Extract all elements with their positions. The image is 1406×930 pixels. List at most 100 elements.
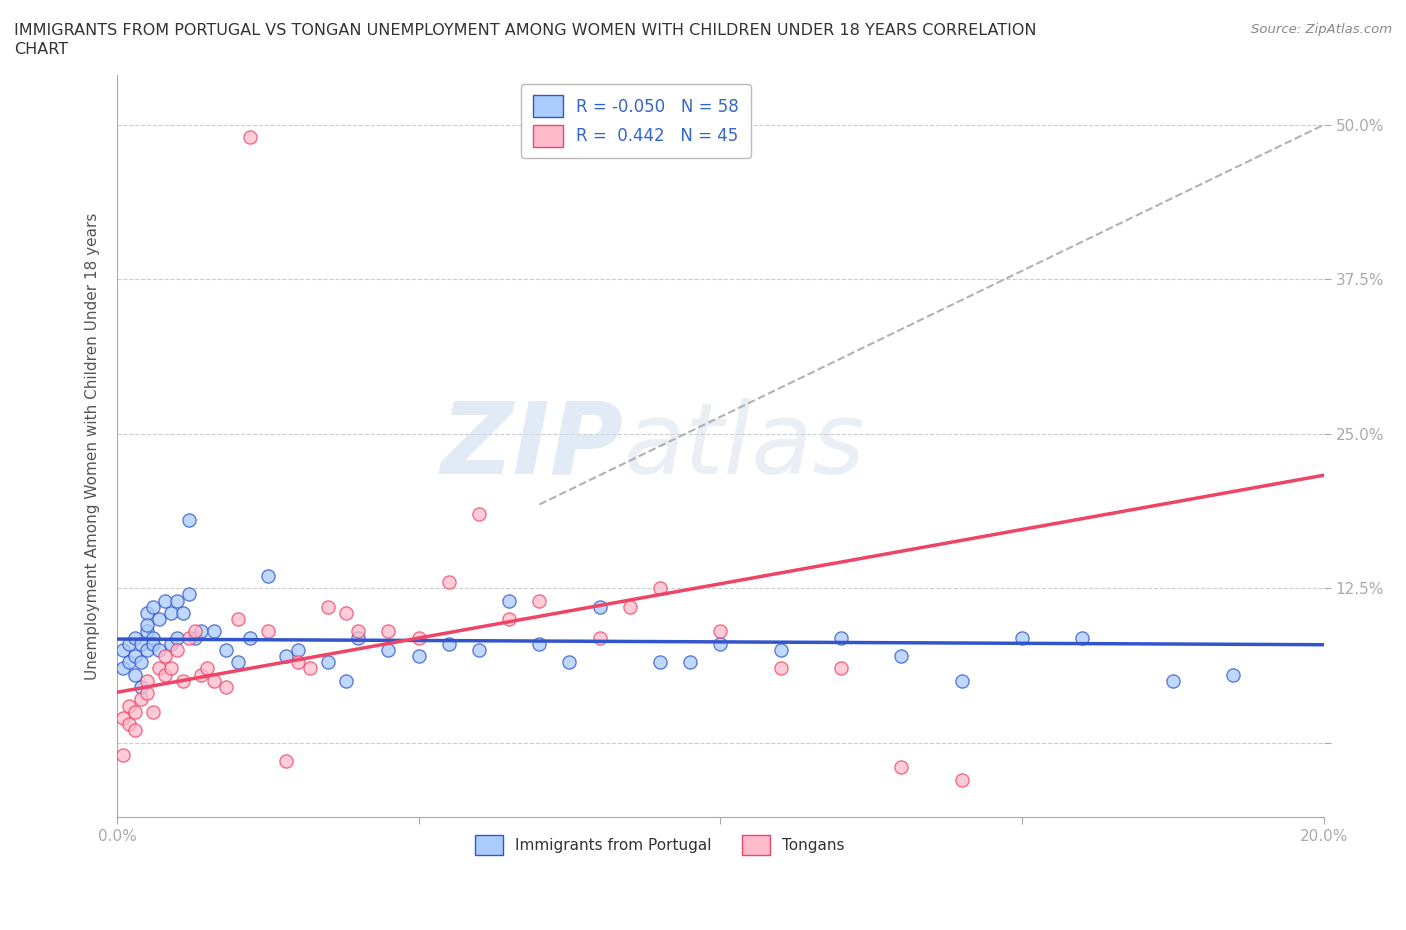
- Point: [1222, 667, 1244, 682]
- Point: [299, 661, 322, 676]
- Point: [148, 661, 170, 676]
- Point: [347, 624, 370, 639]
- Point: [529, 593, 551, 608]
- Point: [408, 648, 430, 663]
- Point: [129, 680, 152, 695]
- Point: [166, 631, 188, 645]
- Point: [287, 655, 309, 670]
- Point: [148, 612, 170, 627]
- Point: [179, 631, 201, 645]
- Point: [166, 643, 188, 658]
- Point: [437, 636, 460, 651]
- Point: [172, 673, 194, 688]
- Point: [136, 685, 159, 700]
- Point: [190, 624, 212, 639]
- Point: [111, 748, 134, 763]
- Point: [890, 648, 912, 663]
- Text: IMMIGRANTS FROM PORTUGAL VS TONGAN UNEMPLOYMENT AMONG WOMEN WITH CHILDREN UNDER : IMMIGRANTS FROM PORTUGAL VS TONGAN UNEMP…: [14, 23, 1036, 38]
- Point: [377, 624, 399, 639]
- Point: [118, 636, 141, 651]
- Point: [155, 593, 177, 608]
- Point: [111, 661, 134, 676]
- Point: [347, 631, 370, 645]
- Point: [950, 772, 973, 787]
- Point: [160, 636, 183, 651]
- Point: [709, 636, 731, 651]
- Point: [226, 655, 249, 670]
- Point: [256, 624, 278, 639]
- Point: [890, 760, 912, 775]
- Point: [274, 648, 297, 663]
- Point: [1161, 673, 1184, 688]
- Point: [136, 624, 159, 639]
- Point: [142, 631, 165, 645]
- Text: CHART: CHART: [14, 42, 67, 57]
- Point: [830, 631, 852, 645]
- Y-axis label: Unemployment Among Women with Children Under 18 years: Unemployment Among Women with Children U…: [86, 212, 100, 680]
- Point: [190, 667, 212, 682]
- Point: [124, 704, 146, 719]
- Point: [588, 631, 610, 645]
- Point: [648, 655, 671, 670]
- Point: [172, 605, 194, 620]
- Point: [239, 130, 262, 145]
- Point: [287, 643, 309, 658]
- Point: [142, 704, 165, 719]
- Point: [184, 624, 207, 639]
- Point: [160, 605, 183, 620]
- Point: [184, 631, 207, 645]
- Point: [769, 661, 792, 676]
- Point: [679, 655, 702, 670]
- Point: [155, 648, 177, 663]
- Point: [214, 643, 236, 658]
- Point: [335, 673, 357, 688]
- Point: [124, 631, 146, 645]
- Point: [111, 643, 134, 658]
- Point: [316, 599, 339, 614]
- Point: [124, 667, 146, 682]
- Point: [648, 580, 671, 595]
- Point: [1011, 631, 1033, 645]
- Point: [950, 673, 973, 688]
- Point: [136, 673, 159, 688]
- Point: [558, 655, 581, 670]
- Point: [166, 593, 188, 608]
- Point: [118, 717, 141, 732]
- Text: Source: ZipAtlas.com: Source: ZipAtlas.com: [1251, 23, 1392, 36]
- Point: [111, 711, 134, 725]
- Point: [498, 593, 520, 608]
- Point: [129, 692, 152, 707]
- Point: [619, 599, 641, 614]
- Point: [197, 661, 219, 676]
- Point: [1071, 631, 1094, 645]
- Point: [136, 605, 159, 620]
- Point: [202, 673, 225, 688]
- Point: [136, 643, 159, 658]
- Point: [142, 636, 165, 651]
- Point: [148, 643, 170, 658]
- Point: [179, 587, 201, 602]
- Point: [202, 624, 225, 639]
- Point: [256, 568, 278, 583]
- Point: [588, 599, 610, 614]
- Point: [377, 643, 399, 658]
- Point: [408, 631, 430, 645]
- Point: [274, 753, 297, 768]
- Point: [226, 612, 249, 627]
- Point: [214, 680, 236, 695]
- Point: [118, 698, 141, 713]
- Point: [335, 605, 357, 620]
- Text: atlas: atlas: [624, 398, 866, 495]
- Point: [498, 612, 520, 627]
- Point: [709, 624, 731, 639]
- Point: [118, 655, 141, 670]
- Point: [468, 643, 491, 658]
- Point: [155, 667, 177, 682]
- Point: [142, 599, 165, 614]
- Point: [769, 643, 792, 658]
- Point: [124, 723, 146, 737]
- Point: [316, 655, 339, 670]
- Legend: Immigrants from Portugal, Tongans: Immigrants from Portugal, Tongans: [470, 830, 851, 861]
- Point: [468, 507, 491, 522]
- Point: [830, 661, 852, 676]
